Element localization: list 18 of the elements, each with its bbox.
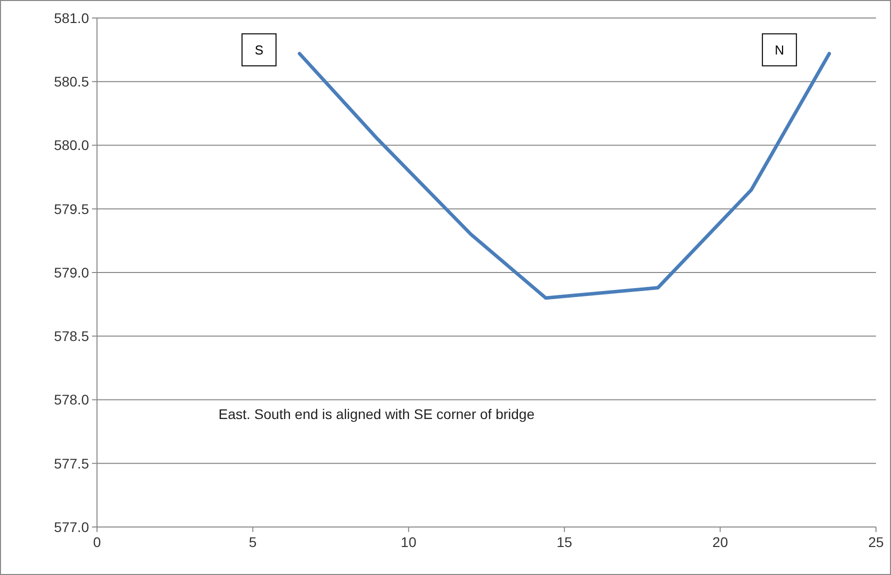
x-tick-label: 20 [712,534,728,550]
y-tick-label: 577.5 [54,455,90,472]
y-tick-label: 579.5 [54,200,90,217]
x-tick-label: 25 [868,534,884,550]
y-tick-label: 579.0 [54,264,90,280]
y-tick-label: 580.5 [54,74,90,90]
x-tick-label: 10 [400,534,417,550]
y-tick-label: 580.0 [54,137,90,154]
x-tick-label: 0 [93,534,102,550]
annotation: N [774,42,784,58]
y-tick-label: 578.0 [54,392,90,408]
y-tick-label: 578.5 [54,328,90,344]
y-tick-label: 577.0 [54,518,90,535]
x-tick-label: 15 [556,534,572,550]
annotation: East. South end is aligned with SE corner of bridge [218,406,535,422]
y-tick-label: 581.0 [54,10,90,26]
annotation: S [254,42,264,58]
x-tick-label: 5 [248,534,257,550]
